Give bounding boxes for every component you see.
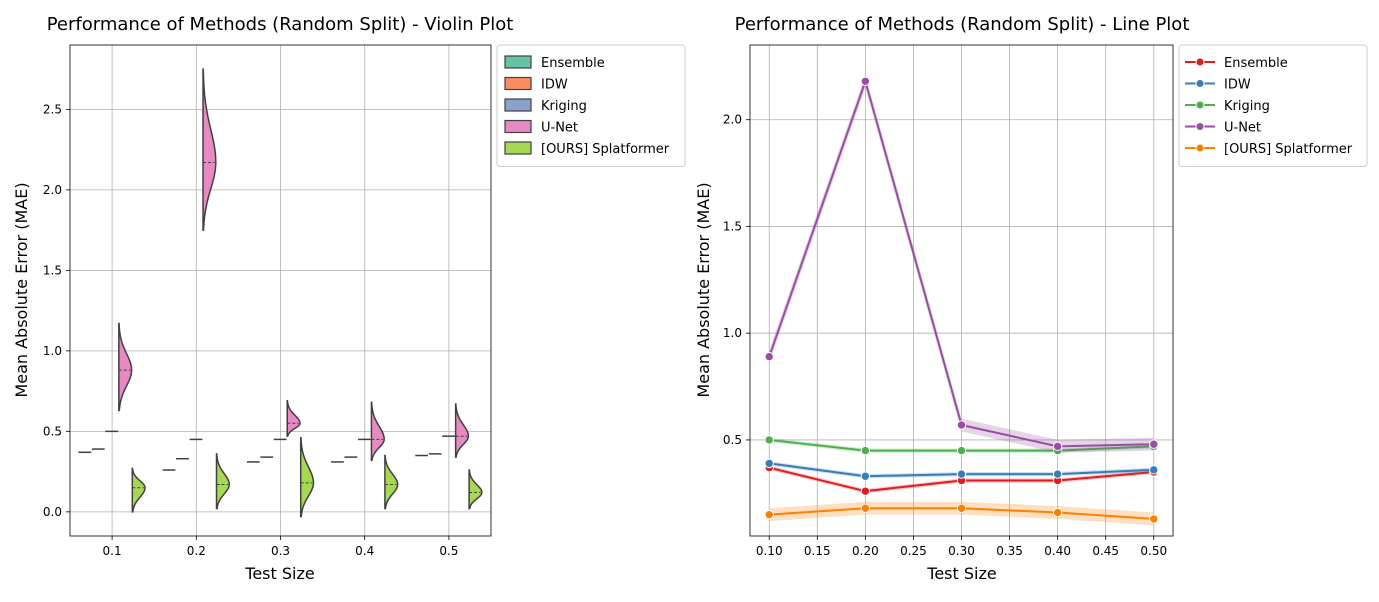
- line-ticks: 0.10 0.15 0.20 0.25 0.30 0.35 0.40 0.45 0.50 0.5 1…: [723, 113, 1167, 558]
- violin-xtick-label: 0.2: [187, 544, 206, 558]
- violin-xlabel: Test Size: [244, 564, 314, 583]
- line-xlabel: Test Size: [926, 564, 996, 583]
- violin-body: [202, 68, 217, 231]
- line-ytick-label: 0.5: [723, 433, 742, 447]
- line-point: [956, 469, 967, 479]
- line-point: [956, 445, 967, 456]
- line-marks: [764, 74, 1159, 526]
- violin-legend-label: Ensemble: [541, 56, 605, 71]
- violin-ytick-label: 0.0: [43, 505, 62, 519]
- line-title: Performance of Methods (Random Split) - …: [735, 14, 1190, 35]
- line-legend-label: U-Net: [1224, 121, 1261, 136]
- violin-body: [454, 403, 470, 458]
- violin-ytick-label: 2.5: [43, 102, 62, 116]
- line-xtick-label: 0.25: [900, 544, 927, 558]
- line-ylabel: Mean Absolute Error (MAE): [694, 182, 713, 397]
- line-point: [860, 471, 871, 481]
- line-ytick-label: 2.0: [723, 113, 742, 127]
- line-point: [956, 503, 967, 513]
- line-point: [764, 509, 774, 520]
- line-point: [1052, 469, 1063, 479]
- line-point: [764, 458, 774, 469]
- violin-body: [468, 469, 483, 510]
- violin-body: [286, 400, 301, 437]
- violin-ylabel: Mean Absolute Error (MAE): [12, 182, 31, 397]
- line-panel: Performance of Methods (Random Split) - …: [694, 14, 1368, 583]
- line-legend-marker: [1195, 143, 1205, 153]
- violin-body: [299, 437, 315, 518]
- line-ytick-label: 1.0: [723, 326, 742, 340]
- violin-legend-label: [OURS] Splatformer: [541, 142, 670, 157]
- violin-grid: [70, 45, 491, 536]
- line-xtick-label: 0.15: [804, 544, 831, 558]
- line-point: [1149, 465, 1159, 475]
- line-legend-marker: [1195, 79, 1205, 88]
- violin-body: [370, 401, 385, 462]
- line-point: [860, 503, 871, 513]
- violin-title: Performance of Methods (Random Split) - …: [47, 14, 514, 35]
- line-point: [1052, 441, 1063, 452]
- line-xtick-label: 0.45: [1092, 544, 1119, 558]
- line-legend-label: Ensemble: [1224, 56, 1288, 71]
- line-legend-marker: [1195, 122, 1205, 131]
- line-ytick-label: 1.5: [723, 219, 742, 233]
- violin-panel: Performance of Methods (Random Split) - …: [12, 14, 686, 583]
- line-legend-marker: [1195, 100, 1205, 110]
- line-xtick-label: 0.30: [948, 544, 975, 558]
- line-point: [764, 351, 774, 362]
- line-legend-label: Kriging: [1224, 99, 1270, 114]
- violin-ytick-label: 0.5: [43, 424, 62, 438]
- violin-body: [215, 453, 231, 510]
- line-xtick-label: 0.20: [852, 544, 879, 558]
- line-legend-marker: [1195, 57, 1205, 67]
- violin-legend-swatch: [504, 76, 532, 91]
- line-point: [764, 435, 774, 445]
- violin-xtick-label: 0.5: [439, 544, 458, 558]
- line-grid: [750, 45, 1173, 536]
- violin-marks: [78, 68, 483, 518]
- violin-ytick-label: 2.0: [43, 183, 62, 197]
- violin-legend-swatch: [504, 119, 532, 134]
- line-xtick-label: 0.50: [1140, 544, 1167, 558]
- violin-body: [118, 322, 133, 412]
- violin-ytick-label: 1.0: [43, 344, 62, 358]
- violin-ytick-label: 1.5: [43, 263, 62, 277]
- line-point: [1052, 507, 1063, 518]
- line-point: [1149, 439, 1159, 449]
- line-legend-box: [1178, 44, 1368, 167]
- line-xtick-label: 0.40: [1044, 544, 1071, 558]
- line-point: [956, 420, 967, 430]
- line-xtick-label: 0.35: [996, 544, 1023, 558]
- line-xtick-label: 0.10: [756, 544, 783, 558]
- violin-legend-swatch: [504, 98, 532, 112]
- violin-xtick-label: 0.4: [355, 544, 374, 558]
- violin-legend-label: IDW: [541, 78, 568, 93]
- violin-xtick-label: 0.3: [271, 544, 290, 558]
- line-point: [860, 76, 871, 86]
- violin-legend: Ensemble IDW Kriging U-Net [OURS] Splatforme…: [496, 44, 686, 167]
- violin-body: [384, 454, 399, 510]
- line-point: [860, 486, 871, 496]
- line-legend-label: IDW: [1224, 78, 1251, 93]
- violin-xtick-label: 0.1: [103, 544, 122, 558]
- violin-legend-label: Kriging: [541, 99, 587, 114]
- violin-legend-swatch: [504, 141, 532, 155]
- violin-legend-swatch: [504, 55, 532, 69]
- line-point: [1149, 514, 1159, 524]
- violin-legend-box: [496, 44, 686, 167]
- violin-ticks: 0.0 0.5 1.0 1.5 2.0 2.5 0.1 0.2 0.3 0.4 0.5: [43, 102, 459, 558]
- line-legend: Ensemble IDW Kriging U-Net [OURS] Splatforme…: [1178, 44, 1368, 167]
- line-legend-label: [OURS] Splatformer: [1224, 142, 1353, 157]
- line-point: [860, 445, 871, 456]
- violin-body: [131, 467, 146, 513]
- violin-legend-label: U-Net: [541, 121, 578, 136]
